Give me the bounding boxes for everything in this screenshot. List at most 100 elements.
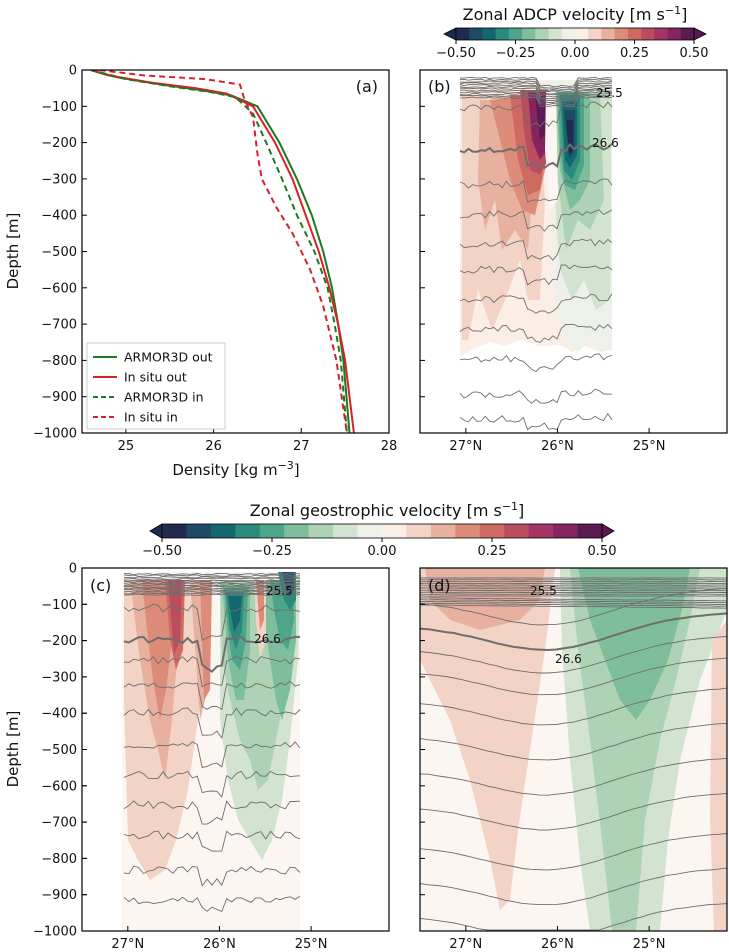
colorbar-adcp-swatch <box>495 28 510 40</box>
colorbar-adcp-swatch <box>601 28 615 40</box>
panel-b: 27°N 26°N 25°N (b) 25.5 26.6 <box>419 69 728 454</box>
colorbar-geostrophic: Zonal geostrophic velocity [m s−1] −0.50… <box>142 500 616 559</box>
colorbar-geostrophic-tick-label: 0.50 <box>588 544 617 559</box>
colorbar-adcp-swatch <box>575 28 589 40</box>
colorbar-geostrophic-swatch <box>308 524 334 538</box>
profile-line <box>99 70 348 433</box>
isopycnal-contour <box>420 757 727 796</box>
isopycnal-contour <box>420 636 727 674</box>
isopycnal-contour <box>123 574 301 577</box>
y-tick-label: −200 <box>41 136 77 151</box>
y-tick-label: −400 <box>41 707 77 722</box>
colorbar-geostrophic-swatch <box>186 524 212 538</box>
isopycnal-contour <box>420 722 727 761</box>
x-tick-label: 27 <box>293 439 310 454</box>
colorbar-adcp-tick-label: 0.25 <box>620 46 649 61</box>
isopycnal-contour <box>459 178 613 203</box>
adcp-velocity-field <box>460 80 612 357</box>
y-tick-label: −400 <box>41 209 77 224</box>
colorbar-geostrophic-tick-label: −0.50 <box>142 544 182 559</box>
colorbar-geostrophic-title: Zonal geostrophic velocity [m s−1] <box>250 500 525 520</box>
isopycnal-contour <box>459 412 613 431</box>
x-tick-label: 26°N <box>203 937 236 952</box>
isopycnal-contour <box>459 76 613 88</box>
isopycnal-contour <box>420 604 727 609</box>
isopycnal-contour <box>459 101 613 128</box>
isopycnal-contour <box>420 903 727 931</box>
x-tick-label: 28 <box>381 439 398 454</box>
colorbar-geostrophic-swatch <box>455 524 481 538</box>
isopycnal-contour <box>420 587 727 626</box>
x-tick-label: 25°N <box>633 439 666 454</box>
isopycnal-contour <box>123 800 301 825</box>
panel-c-isopycnal-label-266: 26.6 <box>254 632 281 646</box>
profile-line <box>90 70 348 433</box>
isopycnal-contour <box>459 142 613 170</box>
colorbar-geostrophic-swatch <box>406 524 432 538</box>
colorbar-adcp-swatch <box>641 28 655 40</box>
legend-entry: In situ out <box>124 370 187 385</box>
isopycnal-contour <box>459 85 613 97</box>
colorbar-adcp-swatch <box>627 28 642 40</box>
isopycnal-contour <box>459 209 613 232</box>
y-tick-label: −100 <box>41 598 77 613</box>
panel-c-ylabel: Depth [m] <box>4 711 22 788</box>
isopycnal-contour <box>459 89 613 100</box>
colorbar-adcp-swatch <box>614 28 629 40</box>
y-tick-label: −900 <box>41 390 77 405</box>
colorbar-adcp-tick-label: 0.00 <box>561 46 590 61</box>
panel-d-label: (d) <box>428 576 451 595</box>
x-tick-label: 25°N <box>633 937 666 952</box>
isopycnal-contour <box>420 612 727 652</box>
panel-a-ylabel: Depth [m] <box>4 213 22 290</box>
isopycnal-contour <box>123 655 301 688</box>
isopycnal-contour <box>420 599 727 604</box>
isopycnal-contour <box>459 87 613 98</box>
colorbar-geostrophic-swatch <box>553 524 578 538</box>
colorbar-adcp-swatch <box>522 28 536 40</box>
colorbar-geostrophic-swatch <box>479 524 505 538</box>
isopycnal-contour <box>123 741 301 769</box>
x-tick-label: 26 <box>205 439 222 454</box>
colorbar-adcp-swatch <box>469 28 483 40</box>
panel-d-isopycnal-label-266: 26.6 <box>555 652 582 666</box>
panel-c-isopycnal-label-255: 25.5 <box>266 584 293 598</box>
y-tick-label: −600 <box>41 281 77 296</box>
isopycnal-contour <box>420 867 727 906</box>
y-tick-label: −300 <box>41 172 77 187</box>
geostrophic-velocity-field-d <box>420 568 727 931</box>
y-tick-label: −600 <box>41 779 77 794</box>
isopycnal-contour <box>420 687 727 726</box>
colorbar-adcp-swatch <box>482 28 496 40</box>
isopycnal-contour <box>459 238 613 261</box>
panel-b-isopycnal-label-255: 25.5 <box>596 86 623 100</box>
panel-b-isopycnal-label-266: 26.6 <box>592 136 619 150</box>
colorbar-geostrophic-swatch <box>357 524 383 538</box>
isopycnal-contour <box>459 78 613 89</box>
panel-a-xlabel: Density [kg m−3] <box>172 459 299 479</box>
panel-a-legend: ARMOR3D out In situ out ARMOR3D in In situ … <box>86 342 226 430</box>
panel-c-isopycnals <box>123 572 301 912</box>
colorbar-adcp-swatch <box>535 28 549 40</box>
isopycnal-contour <box>459 353 613 373</box>
isopycnal-contour <box>123 770 301 798</box>
legend-entry: ARMOR3D in <box>124 390 204 405</box>
y-tick-label: −500 <box>41 245 77 260</box>
colorbar-geostrophic-swatch <box>259 524 285 538</box>
colorbar-adcp-swatch <box>456 28 470 40</box>
panel-d: 27°N 26°N 25°N (d) 25.5 26.6 <box>419 567 728 952</box>
colorbar-adcp-tick-label: 0.50 <box>680 46 709 61</box>
isopycnal-contour <box>459 388 613 404</box>
isopycnal-contour <box>123 584 301 587</box>
isopycnal-contour <box>123 582 301 585</box>
x-tick-label: 27°N <box>449 937 482 952</box>
geostrophic-velocity-field-c <box>124 572 300 880</box>
panel-a-label: (a) <box>356 77 378 96</box>
colorbar-adcp-extend-max <box>693 27 707 41</box>
isopycnal-contour <box>123 635 301 673</box>
legend-entry: In situ in <box>124 410 178 425</box>
y-tick-label: −700 <box>41 318 77 333</box>
isopycnal-contour <box>459 96 613 107</box>
y-tick-label: −1000 <box>33 427 77 442</box>
